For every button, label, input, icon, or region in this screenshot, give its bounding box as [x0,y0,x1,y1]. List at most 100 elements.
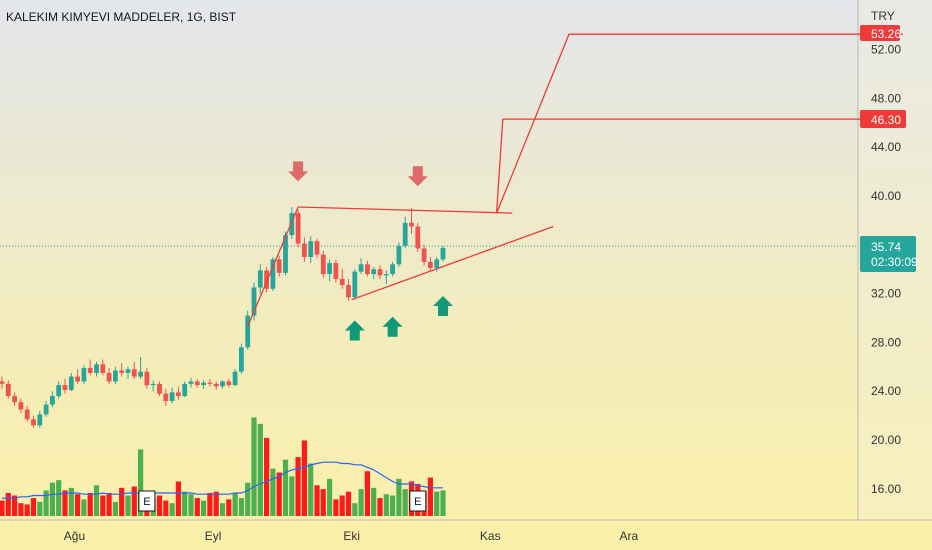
candle [37,410,43,428]
earnings-marker[interactable]: E [138,490,156,512]
candle [119,363,125,377]
volume-bar [112,501,118,516]
volume-bar [175,481,181,516]
volume-bar [257,423,263,516]
earnings-marker-box [138,490,156,512]
volume-bar [156,495,163,516]
volume-bar [371,487,377,516]
candle [226,379,232,388]
volume-bar [434,491,440,516]
candle-body [232,371,238,386]
candle [87,359,93,376]
price-tick-label: 48.00 [871,91,901,105]
candle-body [94,364,99,373]
volume-bar [390,495,396,516]
price-tick-label: 32.00 [871,287,901,301]
price-tick-label: 44.00 [871,140,901,154]
candle [100,359,106,376]
volume-bar [232,492,238,516]
candle-body [289,213,295,236]
earnings-marker-label: E [414,496,421,508]
volume-bar [364,471,370,516]
candle-body [320,254,326,275]
candle-body [346,285,351,298]
candle-body [390,264,395,275]
candle [251,282,257,321]
candle-body [257,270,263,288]
volume-bar [138,449,144,516]
volume-bar [339,495,345,516]
candle [409,208,414,234]
arrow-up-icon [433,296,453,317]
candle-body [169,392,175,401]
candle [213,381,219,390]
volume-bar [396,478,402,516]
candle-body [302,243,307,257]
volume-bar [289,476,295,516]
candle-body [163,393,169,401]
candle-body [24,409,30,420]
candle [327,259,332,282]
candle [94,361,99,377]
candle [188,377,194,388]
candle [220,380,225,389]
volume-bar [169,503,175,516]
volume-bar [0,500,5,516]
candle-body [440,247,446,260]
candle [276,255,282,277]
volume-bar [270,468,276,516]
candle-body [276,259,282,273]
pattern-lines [247,33,903,327]
earnings-marker[interactable]: E [409,490,427,512]
candle [176,386,181,400]
candle-body [106,372,112,382]
candle-body [434,259,440,268]
candle-body [333,263,339,279]
candle-body [327,263,332,275]
measured-move-line [495,33,903,214]
candle-body [87,368,93,373]
volume-bar [106,492,112,516]
volume-bar [245,482,251,516]
price-tick-label: 20.00 [871,433,901,447]
candle [150,380,156,392]
candle-body [150,383,156,386]
svg-text:02:30:09: 02:30:09 [871,255,918,269]
candle [283,231,288,276]
candle [75,369,80,384]
volume-bar [402,489,408,516]
candle [346,278,351,301]
target-low-badge: 46.30 [860,110,906,128]
candle [182,381,188,398]
candle-body [213,383,219,387]
volume-bar [81,499,87,516]
candle [415,222,421,253]
volume-bar [18,503,24,516]
candle-body [75,376,80,382]
volume-bar [68,487,74,516]
candle [302,237,307,262]
volume-bar [440,490,446,516]
candle-body [100,364,106,373]
volume-bar [327,478,333,516]
price-tick-label: 40.00 [871,189,901,203]
candle-body [314,241,320,255]
candle [163,388,169,406]
candle-body [339,278,345,286]
volume-bar [163,500,169,516]
volume-bar [320,489,326,516]
arrow-up-icon [344,320,365,341]
candle-body [239,347,244,372]
support-line [351,225,554,301]
candle-body [144,371,150,386]
candle-body [226,381,232,386]
time-axis-labels: Ağu Eyl Eki Kas Ara [64,529,639,543]
candle [308,236,314,264]
earnings-marker-box [409,490,427,512]
candle [138,357,143,379]
volume-bar [182,491,188,516]
candle [18,398,24,414]
volume-bar [201,500,207,516]
